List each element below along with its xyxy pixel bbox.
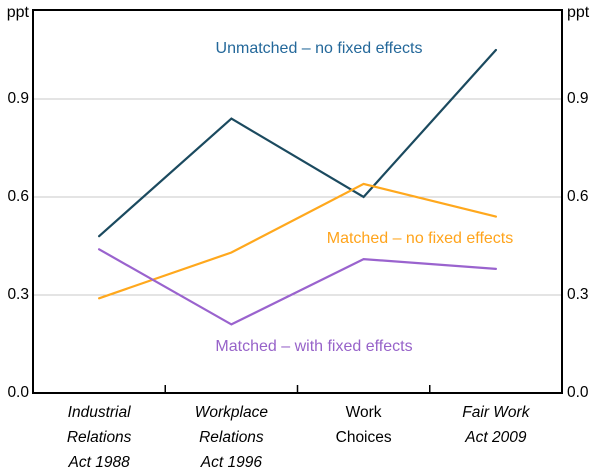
series-label-matched-with-fixed-effects: Matched – with fixed effects xyxy=(215,338,413,355)
y-axis-tick-label: 0.6 xyxy=(7,188,29,205)
x-category-label-3: Fair Work Act 2009 xyxy=(462,404,530,446)
series-label-unmatched-no-fixed-effects: Unmatched – no fixed effects xyxy=(215,40,423,57)
plot-border xyxy=(32,9,563,394)
series-line-2 xyxy=(97,248,497,326)
y-axis-tick-label: 0.3 xyxy=(567,286,589,303)
y-axis-unit-right: ppt xyxy=(567,4,590,21)
y-axis-tick-label: 0.9 xyxy=(7,90,29,107)
y-axis-tick-label: 0.0 xyxy=(7,384,29,401)
y-axis-tick-label: 0.3 xyxy=(7,286,29,303)
y-axis-tick-label: 0.9 xyxy=(567,90,589,107)
series-line-1 xyxy=(97,182,497,300)
series-label-matched-no-fixed-effects: Matched – no fixed effects xyxy=(326,230,514,247)
x-category-label-0: Industrial Relations Act 1988 xyxy=(66,404,132,469)
x-category-label-2: Work Choices xyxy=(335,404,392,446)
series-line-0 xyxy=(97,48,497,238)
y-axis-tick-label: 0.6 xyxy=(567,188,589,205)
y-axis-tick-label: 0.0 xyxy=(567,384,589,401)
x-category-label-1: Workplace Relations Act 1996 xyxy=(194,404,268,469)
y-axis-unit-left: ppt xyxy=(6,4,29,21)
